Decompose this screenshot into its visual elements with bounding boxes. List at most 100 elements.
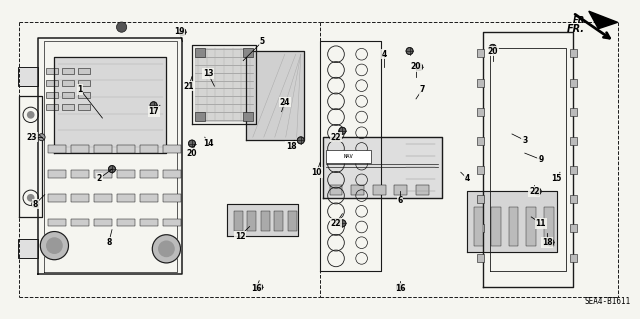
- Bar: [140, 145, 158, 153]
- Circle shape: [397, 284, 403, 291]
- Bar: [163, 194, 181, 202]
- Circle shape: [189, 140, 195, 147]
- Text: 7: 7: [420, 85, 425, 94]
- Polygon shape: [467, 191, 557, 252]
- Bar: [46, 104, 58, 110]
- Bar: [477, 195, 484, 203]
- Text: FR.: FR.: [573, 16, 588, 25]
- Bar: [570, 137, 577, 145]
- Circle shape: [150, 102, 157, 109]
- Bar: [62, 104, 74, 110]
- Bar: [78, 80, 90, 86]
- Bar: [570, 225, 577, 233]
- Bar: [492, 207, 501, 246]
- Circle shape: [38, 134, 45, 141]
- Circle shape: [339, 127, 346, 134]
- Bar: [62, 92, 74, 98]
- Bar: [62, 80, 74, 86]
- Bar: [234, 211, 243, 231]
- Text: 16: 16: [395, 284, 405, 293]
- Text: 4: 4: [465, 174, 470, 183]
- Circle shape: [339, 220, 346, 227]
- Circle shape: [298, 137, 304, 144]
- Bar: [48, 145, 66, 153]
- Bar: [94, 194, 112, 202]
- Circle shape: [256, 284, 262, 291]
- Bar: [46, 92, 58, 98]
- Bar: [78, 104, 90, 110]
- Bar: [477, 108, 484, 116]
- Bar: [18, 67, 38, 86]
- Bar: [94, 170, 112, 178]
- Bar: [526, 207, 536, 246]
- Text: 17: 17: [148, 107, 159, 116]
- Bar: [117, 170, 135, 178]
- Bar: [117, 219, 135, 226]
- Bar: [140, 219, 158, 226]
- Bar: [570, 108, 577, 116]
- Circle shape: [534, 188, 541, 195]
- Bar: [570, 254, 577, 262]
- Bar: [71, 194, 89, 202]
- Bar: [261, 211, 269, 231]
- Bar: [71, 145, 89, 153]
- Bar: [94, 145, 112, 153]
- Polygon shape: [195, 48, 253, 121]
- Text: 16: 16: [251, 284, 261, 293]
- Bar: [509, 207, 518, 246]
- Bar: [477, 49, 484, 57]
- Text: 20: 20: [187, 149, 197, 158]
- Bar: [474, 207, 483, 246]
- Bar: [351, 185, 364, 195]
- Bar: [570, 78, 577, 86]
- Text: 3: 3: [522, 136, 527, 145]
- Bar: [288, 211, 297, 231]
- Text: 22: 22: [331, 133, 341, 142]
- Text: 13: 13: [203, 69, 213, 78]
- Text: 23: 23: [27, 133, 37, 142]
- Bar: [71, 170, 89, 178]
- Text: 20: 20: [488, 47, 498, 56]
- Bar: [372, 185, 385, 195]
- Text: 24: 24: [280, 98, 290, 107]
- Circle shape: [47, 238, 62, 253]
- Bar: [140, 194, 158, 202]
- Bar: [163, 219, 181, 226]
- Bar: [477, 225, 484, 233]
- Circle shape: [159, 241, 174, 256]
- Bar: [163, 145, 181, 153]
- Text: 4: 4: [381, 50, 387, 59]
- Text: 19: 19: [174, 27, 184, 36]
- Bar: [477, 137, 484, 145]
- Text: 5: 5: [260, 37, 265, 46]
- Circle shape: [27, 194, 35, 202]
- Circle shape: [116, 22, 127, 32]
- Bar: [48, 194, 66, 202]
- Bar: [140, 170, 158, 178]
- Text: 11: 11: [536, 219, 546, 228]
- Bar: [48, 170, 66, 178]
- Text: NAV: NAV: [344, 154, 354, 159]
- Bar: [243, 112, 253, 121]
- Bar: [243, 48, 253, 57]
- Bar: [117, 194, 135, 202]
- Bar: [326, 150, 371, 163]
- Bar: [570, 49, 577, 57]
- Bar: [570, 166, 577, 174]
- Bar: [570, 195, 577, 203]
- Text: 21: 21: [184, 82, 194, 91]
- Circle shape: [547, 239, 554, 246]
- Bar: [71, 219, 89, 226]
- Bar: [247, 211, 256, 231]
- Bar: [195, 48, 205, 57]
- Text: 22: 22: [331, 219, 341, 228]
- Circle shape: [40, 232, 68, 260]
- Bar: [275, 211, 284, 231]
- Bar: [477, 166, 484, 174]
- Bar: [477, 254, 484, 262]
- Circle shape: [490, 44, 496, 51]
- Text: 1: 1: [77, 85, 83, 94]
- Text: 18: 18: [542, 238, 552, 247]
- Text: 18: 18: [286, 142, 296, 151]
- Bar: [62, 68, 74, 74]
